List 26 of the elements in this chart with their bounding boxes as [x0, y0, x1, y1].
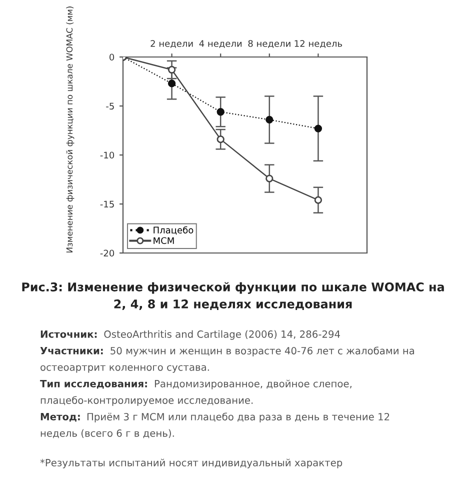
text: Тип исследования: Рандомизированное, двойное слепое, плацебо-контролируемое исследование. [40, 380, 352, 406]
point [314, 124, 322, 132]
point [216, 136, 224, 144]
y-axis-title: Изменение физической функции по шкале WOMAC (мм) [66, 6, 74, 252]
point [216, 108, 224, 116]
point [168, 66, 176, 74]
point [266, 174, 274, 182]
text: Участники: 50 мужчин и женщин в возрасте 40-76 лет с жалобами на остеоартрит коленного сустава. [40, 346, 414, 373]
y-tick-label: -10 [100, 152, 114, 159]
point [168, 80, 176, 88]
y-tick-label: 0 [110, 54, 114, 61]
point [314, 196, 322, 204]
legend-label: MCM [154, 237, 174, 244]
text: *Результаты испытаний носят индивидуальный характер [40, 458, 342, 468]
text: Рис.3: Изменение физической функции по шкале WOMAC на 2, 4, 8 и 12 неделях исследования [22, 282, 444, 310]
x-tick-label: 12 недель [294, 40, 342, 48]
y-tick-label: -15 [100, 200, 114, 208]
x-tick-label: 4 недели [199, 40, 242, 48]
x-tick-label: 2 недели [150, 40, 193, 48]
x-tick-label: 8 недели [248, 40, 290, 48]
point [266, 116, 274, 124]
y-tick-label: -20 [100, 250, 114, 257]
text: Метод: Приём 3 г MCM или плацебо два раза в день в течение 12 недель (всего 6 г в день). [40, 412, 390, 438]
y-tick-label: -5 [106, 102, 114, 110]
text: Источник: OsteoArthritis and Cartilage (2006) 14, 286-294 [40, 330, 340, 340]
legend-label: Плацебо [154, 226, 194, 235]
